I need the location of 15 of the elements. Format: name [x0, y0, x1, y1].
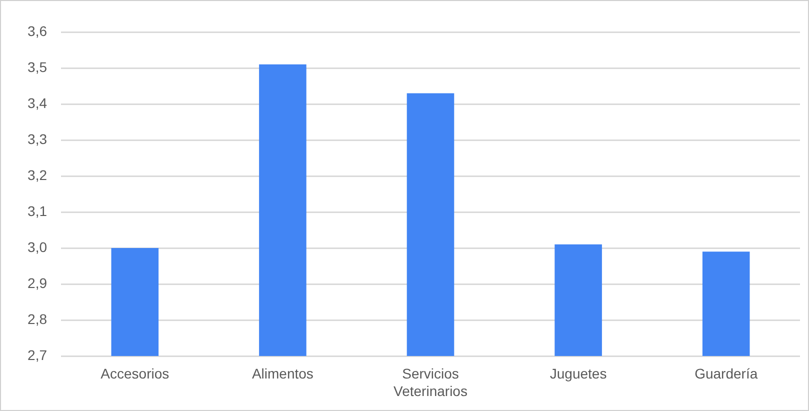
x-tick-label: Alimentos [252, 366, 314, 382]
y-tick-label: 3,6 [28, 22, 48, 39]
y-tick-label: 3,2 [28, 166, 48, 183]
y-tick-label: 2,7 [28, 346, 48, 363]
y-tick-label: 3,3 [28, 130, 48, 147]
x-tick-label: Juguetes [550, 366, 607, 382]
y-tick-label: 2,8 [28, 310, 48, 327]
y-tick-label: 3,4 [28, 94, 48, 111]
y-tick-label: 3,5 [28, 58, 48, 75]
x-tick-label: Accesorios [100, 366, 170, 382]
y-tick-label: 3,1 [28, 202, 48, 219]
y-tick-label: 2,9 [28, 274, 48, 291]
x-tick-label: Servicios Veterinarios [394, 366, 468, 400]
y-tick-label: 3,0 [28, 238, 48, 255]
x-tick-label: Guardería [694, 366, 758, 382]
